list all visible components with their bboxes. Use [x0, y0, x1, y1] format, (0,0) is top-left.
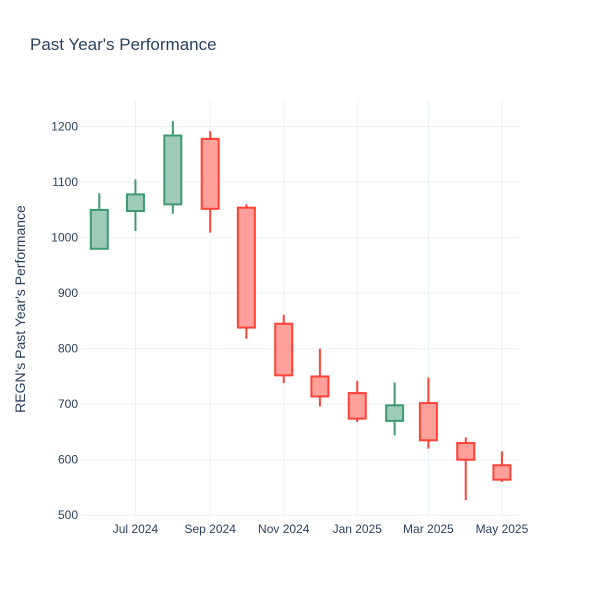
axis-layer: 500 600 700 800 900 1000 1100 1200 Jul 2024 Sep 2… [51, 120, 528, 536]
candle-body [274, 322, 294, 377]
x-tick-label: Jan 2025 [333, 522, 383, 536]
candle-decreasing [236, 204, 256, 339]
y-axis-label: REGN's Past Year's Performance [12, 205, 28, 413]
candle-decreasing [274, 314, 294, 384]
y-tick-label: 700 [58, 397, 78, 411]
candle-body [236, 206, 256, 329]
x-tick-label: May 2025 [476, 522, 529, 536]
y-tick-label: 500 [58, 508, 78, 522]
y-tick-label: 1000 [51, 231, 78, 245]
candle-decreasing [310, 348, 330, 407]
candle-body [310, 375, 330, 398]
candle-layer [89, 121, 512, 501]
x-tick-label: Mar 2025 [403, 522, 454, 536]
x-tick-label: Nov 2024 [258, 522, 310, 536]
candle-body [418, 402, 438, 442]
candle-decreasing [347, 380, 367, 422]
candle-decreasing [492, 451, 512, 482]
y-tick-label: 1100 [52, 175, 78, 189]
candle-increasing [385, 382, 405, 436]
candle-decreasing [418, 377, 438, 449]
candle-decreasing [456, 437, 476, 501]
candle-body [200, 137, 220, 210]
candle-decreasing [200, 131, 220, 233]
x-tick-label: Sep 2024 [184, 522, 236, 536]
candle-body [456, 442, 476, 461]
candle-body [347, 392, 367, 420]
candle-body [125, 193, 145, 213]
candle-body [163, 134, 183, 206]
x-tick-label: Jul 2024 [113, 522, 159, 536]
candle-body [492, 464, 512, 481]
candle-increasing [163, 121, 183, 214]
y-tick-label: 800 [58, 342, 78, 356]
candle-body [385, 404, 405, 422]
candle-increasing [89, 193, 109, 250]
candle-increasing [125, 179, 145, 232]
chart-title: Past Year's Performance [30, 35, 217, 54]
y-tick-label: 1200 [51, 120, 78, 134]
y-tick-label: 600 [58, 453, 78, 467]
y-tick-label: 900 [58, 286, 78, 300]
candle-body [89, 208, 109, 250]
